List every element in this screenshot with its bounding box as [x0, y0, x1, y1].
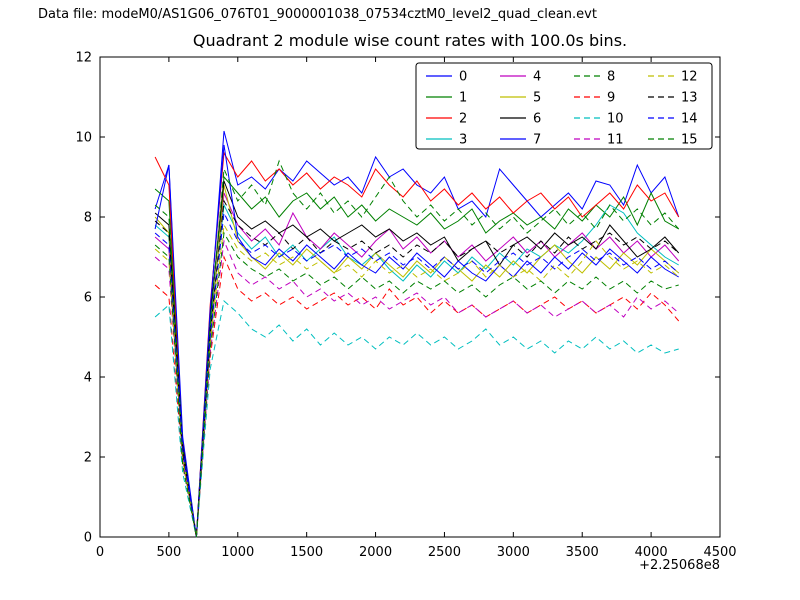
x-tick-label: 4000	[635, 545, 668, 560]
series-line-10	[154, 300, 679, 538]
legend-label-0: 0	[459, 70, 467, 85]
legend-label-15: 15	[681, 133, 698, 148]
y-tick-label: 0	[84, 531, 92, 546]
series-line-14	[154, 211, 680, 538]
y-tick-label: 8	[84, 211, 92, 226]
legend-label-6: 6	[533, 112, 541, 127]
legend-label-4: 4	[533, 70, 541, 85]
x-tick-label: 3000	[497, 545, 530, 560]
series-line-3	[154, 203, 679, 538]
legend-label-9: 9	[607, 91, 615, 106]
x-tick-label: 1500	[290, 545, 323, 560]
legend-label-13: 13	[681, 91, 698, 106]
x-tick-label: 1000	[221, 545, 254, 560]
legend-label-14: 14	[681, 112, 698, 127]
x-tick-label: 3500	[566, 545, 599, 560]
x-tick-label: 500	[156, 545, 181, 560]
series-line-7	[154, 144, 679, 538]
y-tick-label: 4	[84, 371, 92, 386]
legend-label-2: 2	[459, 112, 467, 127]
legend-label-7: 7	[533, 133, 541, 148]
series-line-11	[154, 239, 680, 538]
y-tick-label: 6	[84, 291, 92, 306]
series-line-8	[154, 159, 680, 538]
x-tick-label: 2000	[359, 545, 392, 560]
series-line-5	[154, 184, 680, 538]
legend-label-11: 11	[607, 133, 624, 148]
x-tick-label: 2500	[428, 545, 461, 560]
legend-label-1: 1	[459, 91, 467, 106]
series-line-13	[154, 199, 680, 538]
series-line-2	[154, 151, 680, 538]
series-line-9	[154, 255, 680, 538]
series-line-0	[154, 130, 680, 538]
legend-label-3: 3	[459, 133, 467, 148]
x-tick-label: 4500	[703, 545, 736, 560]
y-tick-label: 2	[84, 451, 92, 466]
legend-label-12: 12	[681, 70, 698, 85]
legend-box	[415, 62, 713, 150]
y-tick-label: 12	[75, 51, 92, 66]
data-file-label: Data file: modeM0/AS1G06_076T01_90000010…	[38, 7, 597, 22]
y-tick-label: 10	[75, 131, 92, 146]
legend-label-10: 10	[607, 112, 624, 127]
series-line-12	[154, 223, 680, 538]
series-line-1	[154, 175, 679, 538]
x-tick-label: 0	[96, 545, 104, 560]
legend-label-5: 5	[533, 91, 541, 106]
legend-label-8: 8	[607, 70, 615, 85]
x-axis-offset-label: +2.25068e8	[639, 558, 720, 573]
series-line-6	[154, 180, 680, 538]
chart-title: Quadrant 2 module wise count rates with …	[192, 31, 628, 50]
